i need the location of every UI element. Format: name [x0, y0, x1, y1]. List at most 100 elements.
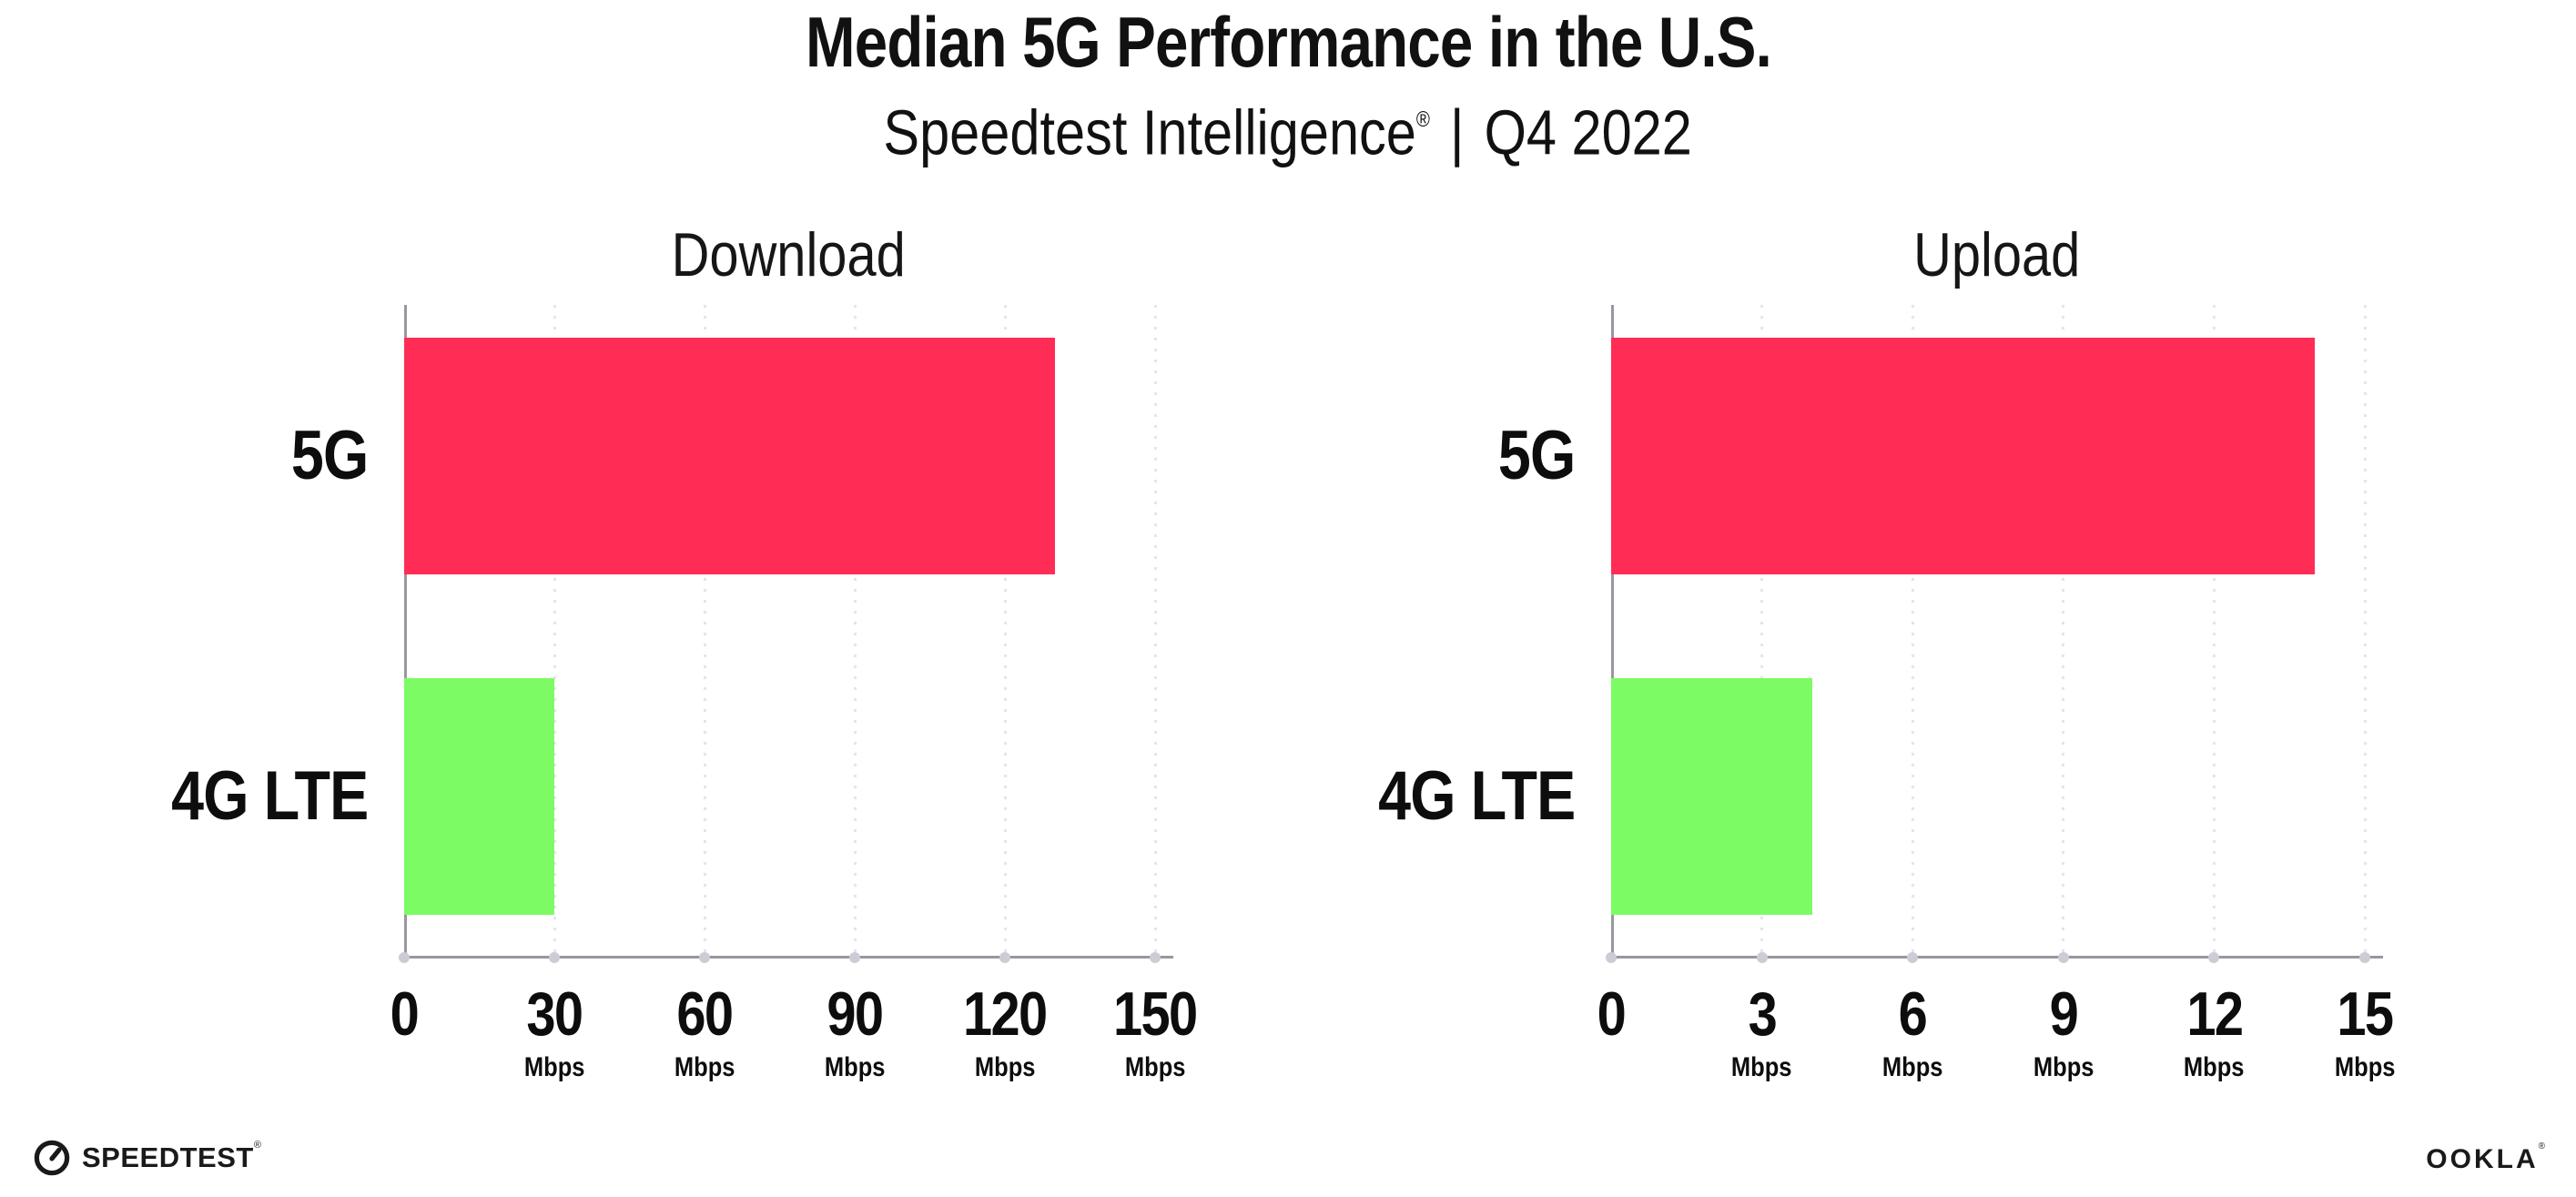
axis-tick-dot-9: [2057, 951, 2069, 963]
subtitle-period: Q4 2022: [1484, 96, 1693, 168]
tick-number-text: 120: [963, 979, 1048, 1049]
registered-trademark-icon: ®: [1416, 107, 1431, 132]
tick-number-text: 30: [526, 979, 584, 1049]
gridline-3: [1760, 305, 1764, 959]
tick-number: 0: [304, 983, 504, 1045]
tick-number: 9: [1963, 979, 2164, 1049]
x-tick-label-120: 120 Mbps: [905, 979, 1105, 1082]
download-chart-title: Download: [671, 220, 907, 289]
axis-tick-dot-0: [399, 951, 410, 963]
gridline-6: [1911, 305, 1914, 959]
gridline-15: [2363, 305, 2367, 959]
gridline-120: [1003, 305, 1007, 959]
category-label-5g: 5G: [0, 414, 369, 498]
gridline-90: [853, 305, 857, 959]
gridline-12: [2212, 305, 2216, 959]
x-tick-label-12: 12 Mbps: [2114, 979, 2314, 1082]
speedtest-wordmark: SPEEDTEST®: [82, 1139, 262, 1173]
tick-number-text: 6: [1898, 979, 1928, 1049]
x-tick-label-150: 150 Mbps: [1055, 979, 1255, 1082]
download-chart: 5G 4G LTE 0 30 Mbps 60 Mbps 90 Mbps 120 Mbps 150 Mbp…: [171, 305, 1198, 1082]
tick-number-text: 3: [1748, 979, 1777, 1049]
bar-4g-lte-upload: [1611, 678, 1812, 915]
category-label-4g-lte: 4G LTE: [1171, 755, 1576, 838]
gridline-60: [703, 305, 706, 959]
tick-number: 12: [2114, 979, 2314, 1049]
x-tick-label-90: 90 Mbps: [755, 979, 955, 1082]
x-tick-label-0: 0: [304, 983, 504, 1045]
axis-tick-dot-120: [999, 951, 1010, 963]
registered-trademark-icon: ®: [2538, 1141, 2545, 1151]
tick-number-text: 9: [2049, 979, 2079, 1049]
x-tick-label-60: 60 Mbps: [604, 979, 805, 1082]
tick-unit-text: Mbps: [1124, 1052, 1186, 1082]
bar-5g-upload: [1611, 338, 2315, 574]
x-tick-label-9: 9 Mbps: [1963, 979, 2164, 1082]
x-tick-label-15: 15 Mbps: [2265, 979, 2465, 1082]
tick-number-text: 150: [1113, 979, 1198, 1049]
tick-number: 3: [1662, 979, 1862, 1049]
tick-number-text: 15: [2337, 979, 2395, 1049]
subtitle-separator: |: [1450, 96, 1465, 168]
tick-unit-label: Mbps: [454, 1053, 654, 1082]
category-label-5g: 5G: [1171, 414, 1576, 498]
tick-unit-label: Mbps: [604, 1053, 805, 1082]
tick-unit-label: Mbps: [905, 1053, 1105, 1082]
gridline-30: [553, 305, 556, 959]
tick-number: 120: [905, 979, 1105, 1049]
tick-unit-label: Mbps: [755, 1053, 955, 1082]
tick-unit-text: Mbps: [2184, 1052, 2245, 1082]
x-tick-label-6: 6 Mbps: [1812, 979, 2013, 1082]
x-axis-line: [404, 956, 1173, 959]
tick-number: 15: [2265, 979, 2465, 1049]
tick-unit-label: Mbps: [1055, 1053, 1255, 1082]
tick-unit-text: Mbps: [2033, 1052, 2094, 1082]
y-axis-spine: [1611, 305, 1614, 959]
axis-tick-dot-6: [1907, 951, 1919, 963]
subtitle-brand: Speedtest Intelligence: [883, 96, 1417, 168]
tick-number-text: 90: [827, 979, 885, 1049]
tick-unit-text: Mbps: [2334, 1052, 2396, 1082]
bar-5g-download: [404, 338, 1055, 574]
tick-unit-label: Mbps: [2114, 1053, 2314, 1082]
tick-unit-label: Mbps: [2265, 1053, 2465, 1082]
tick-unit-label: Mbps: [1963, 1053, 2164, 1082]
tick-number: 60: [604, 979, 805, 1049]
category-label-text: 4G LTE: [170, 757, 369, 835]
speedtest-gauge-icon: [34, 1140, 70, 1176]
page-title-text: Median 5G Performance in the U.S.: [805, 2, 1772, 82]
bar-4g-lte-download: [404, 678, 554, 915]
axis-tick-dot-0: [1606, 951, 1617, 963]
tick-number: 150: [1055, 979, 1255, 1049]
x-tick-label-0: 0: [1511, 979, 1711, 1049]
axis-tick-dot-3: [1756, 951, 1768, 963]
ookla-wordmark: OOKLA®: [2426, 1141, 2545, 1174]
gridline-150: [1153, 305, 1157, 959]
tick-number: 30: [454, 979, 654, 1049]
tick-unit-text: Mbps: [523, 1052, 585, 1082]
registered-trademark-icon: ®: [253, 1139, 262, 1151]
x-tick-label-30: 30 Mbps: [454, 979, 654, 1082]
gridline-9: [2062, 305, 2065, 959]
axis-tick-dot-90: [849, 951, 860, 963]
page-subtitle: Speedtest Intelligence® | Q4 2022: [0, 87, 2576, 170]
tick-number-text: 60: [676, 979, 735, 1049]
upload-chart-title: Upload: [1913, 220, 2081, 289]
category-label-text: 5G: [290, 417, 369, 494]
tick-unit-text: Mbps: [974, 1052, 1036, 1082]
tick-number: 90: [755, 979, 955, 1049]
ookla-logo: OOKLA®: [2426, 1141, 2545, 1176]
tick-number: 6: [1812, 979, 2013, 1049]
tick-unit-text: Mbps: [1881, 1052, 1943, 1082]
speedtest-logo: SPEEDTEST®: [33, 1138, 261, 1178]
tick-number-text: 12: [2186, 979, 2244, 1049]
upload-chart: 5G 4G LTE 0 3 Mbps 6 Mbps 9 Mbps 12 Mbps 15 Mbps: [1378, 305, 2395, 1082]
tick-unit-text: Mbps: [1731, 1052, 1792, 1082]
tick-unit-text: Mbps: [674, 1052, 735, 1082]
axis-tick-dot-30: [549, 951, 560, 963]
category-label-text: 4G LTE: [1377, 757, 1576, 835]
axis-tick-dot-60: [699, 951, 710, 963]
tick-number-text: 0: [1597, 979, 1627, 1049]
y-axis-spine: [404, 305, 407, 959]
